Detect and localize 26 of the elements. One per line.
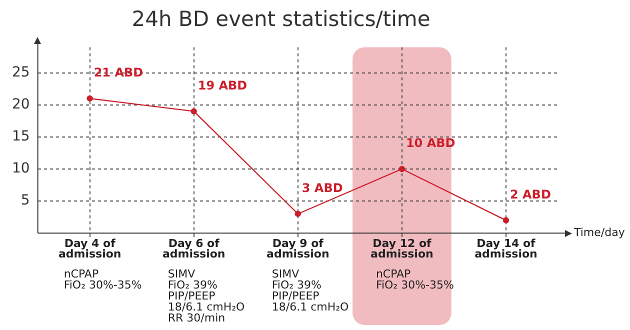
data-label: 3 ABD	[302, 180, 343, 195]
x-tick-label: Day 6 of admission	[162, 237, 226, 261]
y-tick-label: 20	[12, 96, 30, 113]
x-tick-label: Day 12 of admission	[370, 237, 434, 261]
text: nCPAP FiO₂ 30%-35%	[64, 267, 142, 292]
x-tick-label: Day 9 of admission	[266, 237, 330, 261]
text: SIMV FiO₂ 39% PIP/PEEP 18/6.1 cmH₂O	[272, 267, 350, 314]
text: SIMV FiO₂ 39% PIP/PEEP 18/6.1 cmH₂O RR 30/min	[168, 267, 246, 324]
data-label: 21 ABD	[94, 66, 144, 80]
x-tick-label: Day 4 of admission	[58, 237, 122, 261]
point	[190, 108, 197, 114]
point	[502, 217, 510, 224]
chart-title: 24h BD event statistics/time	[132, 7, 430, 32]
data-label: 19 ABD	[198, 78, 248, 92]
y-tick-label: 10	[12, 160, 30, 177]
y-tick-label: 5	[20, 192, 30, 209]
data-label: 2 ABD	[510, 187, 551, 202]
point	[398, 166, 406, 172]
data-label: 10 ABD	[406, 136, 456, 150]
y-tick-label: 15	[12, 128, 30, 145]
x-tick-label: Day 14 of admission	[474, 237, 538, 261]
text: nCPAP FiO₂ 30%-35%	[376, 267, 454, 292]
point	[86, 95, 93, 102]
y-tick-label: 25	[12, 64, 30, 80]
x-axis-title: Time/day	[573, 226, 626, 239]
point	[294, 210, 302, 217]
